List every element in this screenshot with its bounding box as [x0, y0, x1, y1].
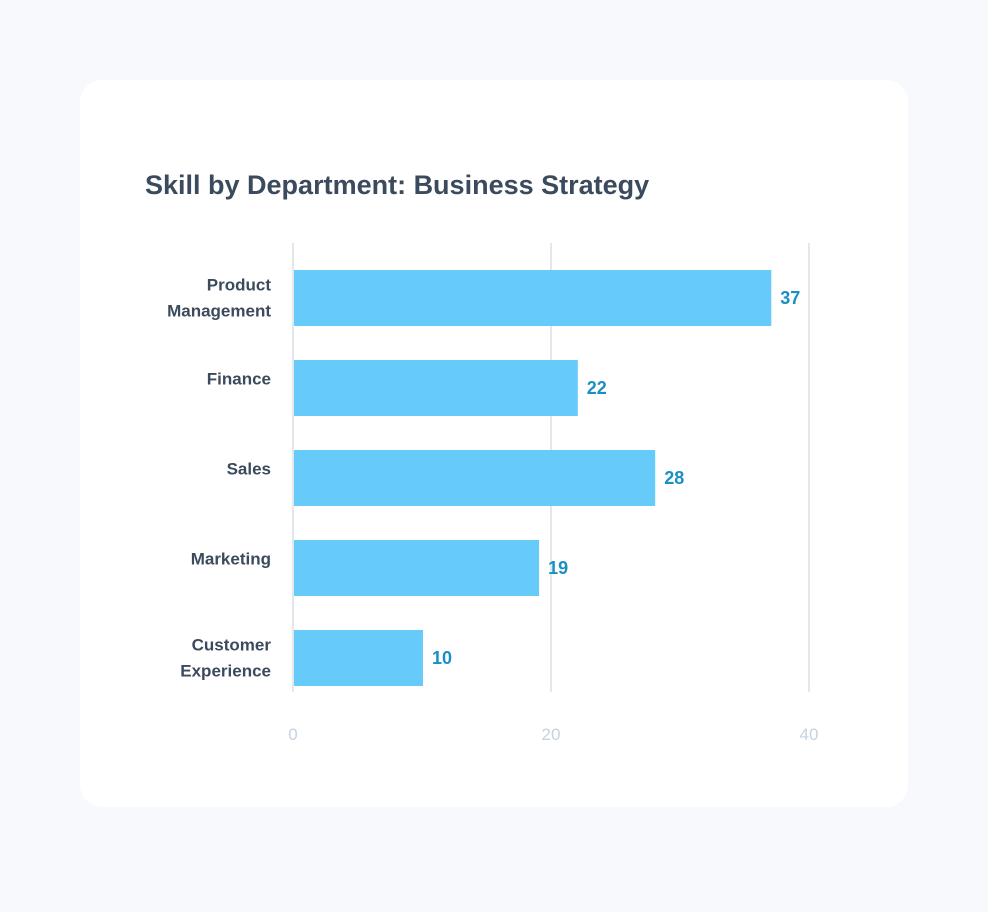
x-tick-label: 0 [288, 725, 297, 744]
category-label: Finance [207, 370, 271, 389]
x-tick-label: 40 [800, 725, 819, 744]
chart-title: Skill by Department: Business Strategy [145, 170, 650, 200]
bar [294, 450, 656, 506]
bar [294, 540, 540, 596]
value-label: 19 [548, 558, 568, 578]
chart-card: Skill by Department: Business Strategy 0… [80, 80, 908, 807]
category-label: Product Management [167, 276, 271, 321]
value-label: 37 [780, 288, 800, 308]
bar-chart: 0 20 40 37 Product Management 22 Finance 28 Sales… [167, 243, 819, 744]
category-label: Customer Experience [180, 636, 271, 681]
value-label: 28 [664, 468, 684, 488]
bar [294, 360, 578, 416]
value-label: 22 [587, 378, 607, 398]
category-label: Sales [227, 460, 271, 479]
value-label: 10 [432, 648, 452, 668]
category-label: Marketing [191, 550, 271, 569]
bar [294, 270, 772, 326]
bar [294, 630, 423, 686]
x-tick-label: 20 [542, 725, 561, 744]
